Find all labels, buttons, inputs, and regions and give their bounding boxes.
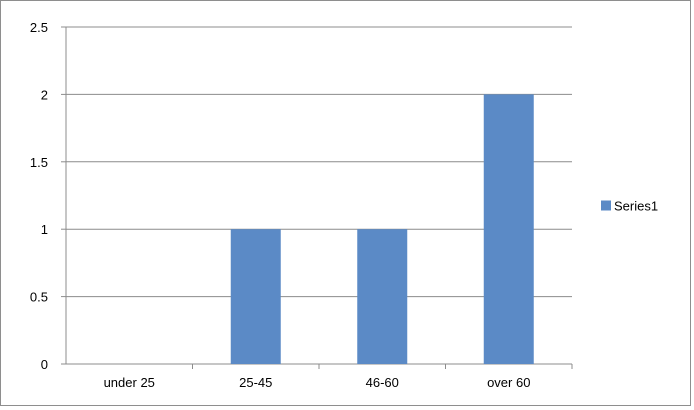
legend-swatch [601, 200, 611, 211]
legend: Series1 [601, 199, 658, 214]
y-tick-label: 2 [41, 87, 48, 102]
x-tick-labels: under 25 25-45 46-60 over 60 [104, 375, 531, 390]
bar-46-60 [357, 229, 408, 364]
x-tick-label: under 25 [104, 375, 155, 390]
y-tick-labels: 0 0.5 1 1.5 2 2.5 [30, 20, 48, 372]
bar-over-60 [483, 94, 534, 365]
y-tick-label: 1 [41, 222, 48, 237]
x-tick-label: over 60 [487, 375, 530, 390]
y-tick-label: 0 [41, 357, 48, 372]
y-tick-label: 0.5 [30, 290, 48, 305]
legend-label: Series1 [614, 199, 658, 214]
x-tick-label: 46-60 [366, 375, 399, 390]
y-tick-label: 1.5 [30, 155, 48, 170]
bar-25-45 [230, 229, 281, 364]
bars [230, 94, 534, 365]
y-tick-label: 2.5 [30, 20, 48, 35]
x-tick-label: 25-45 [239, 375, 272, 390]
